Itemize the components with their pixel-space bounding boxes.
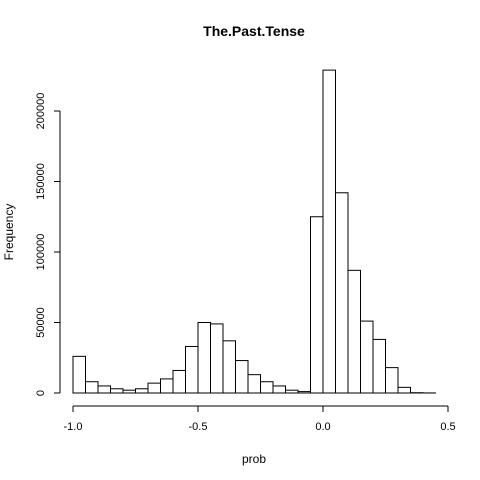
y-tick-label: 50000 — [35, 307, 47, 338]
histogram-bar — [347, 269, 361, 394]
histogram-bar — [247, 374, 261, 394]
histogram-bar — [85, 381, 99, 394]
histogram-bar — [197, 322, 211, 394]
y-tick-label: 150000 — [35, 163, 47, 200]
y-tick-label: 100000 — [35, 234, 47, 271]
histogram-bar — [272, 385, 286, 394]
y-tick-label: 200000 — [35, 93, 47, 130]
histogram-bar — [397, 386, 411, 394]
histogram-bar — [110, 388, 124, 394]
histogram-bar — [297, 391, 311, 394]
x-tick-label: 0.0 — [315, 421, 330, 433]
x-axis-label: prob — [242, 452, 266, 466]
chart-title: The.Past.Tense — [203, 23, 305, 39]
histogram-bar — [210, 323, 224, 394]
histogram-bar — [172, 369, 186, 394]
histogram-bar — [372, 338, 386, 394]
histogram-bar — [260, 381, 274, 394]
histogram-bar — [285, 389, 299, 394]
x-tick-label: -1.0 — [64, 421, 83, 433]
histogram-bar — [160, 378, 174, 394]
histogram-bar — [147, 382, 161, 394]
x-axis: -1.0 -0.5 0.0 0.5 — [64, 405, 456, 433]
histogram-bar — [97, 385, 111, 394]
histogram-bar — [222, 340, 236, 394]
y-tick-label: 0 — [35, 390, 47, 396]
histogram-bar — [72, 355, 86, 394]
y-axis: 0 50000 100000 150000 200000 — [35, 93, 61, 396]
histogram-bar — [322, 69, 336, 394]
histogram-bar — [185, 345, 199, 394]
x-tick-label: -0.5 — [189, 421, 208, 433]
histogram-bar — [122, 389, 136, 394]
histogram-bar — [335, 192, 349, 394]
histogram-bar — [360, 320, 374, 394]
histogram-bar — [235, 360, 249, 394]
bars-group — [72, 69, 436, 394]
histogram-bar — [310, 216, 324, 394]
histogram-bar — [135, 388, 149, 394]
histogram-bar — [385, 367, 399, 394]
y-axis-label: Frequency — [2, 204, 16, 261]
x-tick-label: 0.5 — [440, 421, 455, 433]
